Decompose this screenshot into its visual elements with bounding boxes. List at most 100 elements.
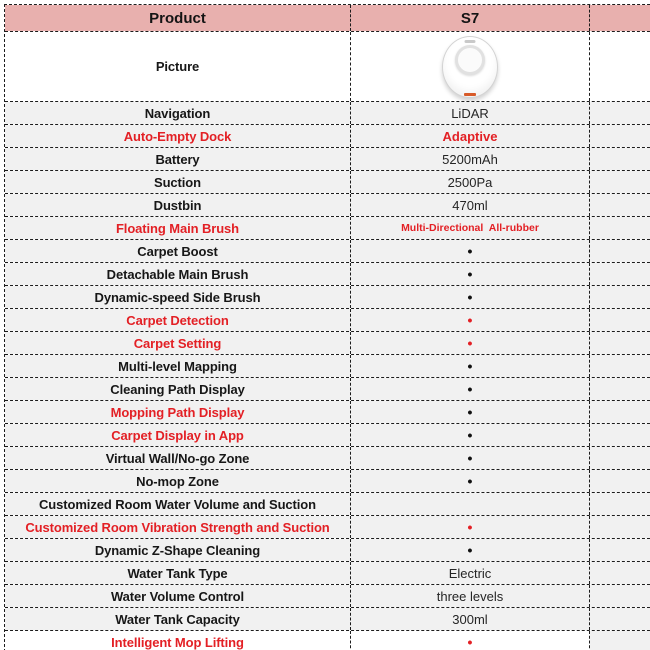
spec-value-cell: • [351,263,590,285]
feature-dot: • [467,519,473,535]
spec-value-cell: Adaptive [351,125,590,147]
table-row: Intelligent Mop Lifting • [5,631,650,650]
table-row: Dynamic Z-Shape Cleaning • [5,539,650,562]
header-cell-product: Product [5,5,351,31]
feature-dot: • [467,358,473,374]
spec-label: Water Tank Capacity [115,611,240,627]
spec-label: Carpet Boost [137,243,218,259]
empty-cell [590,608,650,630]
spec-label: No-mop Zone [136,473,219,489]
spec-label-cell: Carpet Boost [5,240,351,262]
spec-label: Water Tank Type [127,565,228,581]
spec-value-cell: 5200mAh [351,148,590,170]
feature-dot: • [467,289,473,305]
empty-cell [590,286,650,308]
feature-dot: • [467,266,473,282]
spec-value: LiDAR [451,105,489,121]
empty-cell [590,378,650,400]
picture-row: Picture [5,32,650,102]
empty-cell [590,332,650,354]
spec-label-cell: Navigation [5,102,351,124]
empty-cell [590,401,650,423]
empty-cell [590,171,650,193]
spec-label: Dynamic-speed Side Brush [94,289,261,305]
spec-label: Carpet Setting [133,335,222,351]
spec-label: Floating Main Brush [115,220,240,236]
empty-cell [590,148,650,170]
feature-dot: • [467,634,473,650]
table-row: Navigation LiDAR [5,102,650,125]
spec-label-cell: Customized Room Vibration Strength and S… [5,516,351,538]
picture-row-label: Picture [155,59,200,74]
table-row: Auto-Empty Dock Adaptive [5,125,650,148]
table-row: Carpet Display in App • [5,424,650,447]
spec-label-cell: Auto-Empty Dock [5,125,351,147]
spec-label-cell: Virtual Wall/No-go Zone [5,447,351,469]
spec-label-cell: Carpet Display in App [5,424,351,446]
spec-value-cell: • [351,631,590,650]
table-header-row: Product S7 [5,5,650,32]
spec-label-cell: Battery [5,148,351,170]
comparison-table: Product S7 Picture Navigation LiDAR Auto [4,4,650,650]
spec-rows-container: Navigation LiDAR Auto-Empty Dock Adaptive Ba… [5,102,650,650]
robot-top-sensor [464,39,476,43]
table-row: Battery 5200mAh [5,148,650,171]
product-column-title: Product [149,9,206,27]
empty-cell [590,217,650,239]
spec-label: Cleaning Path Display [110,381,245,397]
spec-value-cell: • [351,309,590,331]
spec-value-cell: 300ml [351,608,590,630]
spec-label-cell: Floating Main Brush [5,217,351,239]
table-row: Customized Room Vibration Strength and S… [5,516,650,539]
spec-value: Adaptive [442,128,498,144]
spec-value-cell: • [351,401,590,423]
table-row: Carpet Setting • [5,332,650,355]
spec-value-cell: Multi-Directional All-rubber [351,217,590,239]
empty-cell [590,539,650,561]
spec-label-cell: Mopping Path Display [5,401,351,423]
table-row: Carpet Boost • [5,240,650,263]
header-cell-s7: S7 [351,5,590,31]
spec-value: 470ml [452,197,488,213]
spec-label-cell: Multi-level Mapping [5,355,351,377]
spec-value-cell: • [351,470,590,492]
spec-value-cell: • [351,539,590,561]
spec-value-cell: • [351,355,590,377]
empty-cell [590,125,650,147]
spec-label: Dustbin [153,197,202,213]
empty-cell [590,562,650,584]
spec-value: Electric [448,565,492,581]
spec-value-cell: • [351,424,590,446]
table-row: Water Volume Control three levels [5,585,650,608]
spec-value-cell: Electric [351,562,590,584]
spec-value-cell: • [351,447,590,469]
table-row: Cleaning Path Display • [5,378,650,401]
table-row: Detachable Main Brush • [5,263,650,286]
spec-label: Navigation [144,105,211,121]
header-cell-empty [590,5,650,31]
empty-cell [590,447,650,469]
spec-label-cell: Carpet Detection [5,309,351,331]
spec-label: Suction [154,174,201,190]
spec-label: Customized Room Water Volume and Suction [39,496,316,512]
empty-cell [590,470,650,492]
feature-dot: • [467,450,473,466]
feature-dot: • [467,404,473,420]
spec-value-cell: • [351,332,590,354]
spec-value: Multi-Directional All-rubber [401,222,539,234]
empty-cell [590,194,650,216]
spec-value: 5200mAh [442,151,498,167]
empty-cell [590,585,650,607]
spec-label-cell: Water Volume Control [5,585,351,607]
spec-value-cell: • [351,286,590,308]
spec-label: Multi-level Mapping [118,358,237,374]
picture-label-cell: Picture [5,32,351,101]
table-row: Suction 2500Pa [5,171,650,194]
table-row: Floating Main Brush Multi-Directional All… [5,217,650,240]
table-row: No-mop Zone • [5,470,650,493]
feature-dot: • [467,312,473,328]
feature-dot: • [467,427,473,443]
spec-label-cell: Dynamic Z-Shape Cleaning [5,539,351,561]
spec-label-cell: Dustbin [5,194,351,216]
spec-label: Detachable Main Brush [106,266,249,282]
